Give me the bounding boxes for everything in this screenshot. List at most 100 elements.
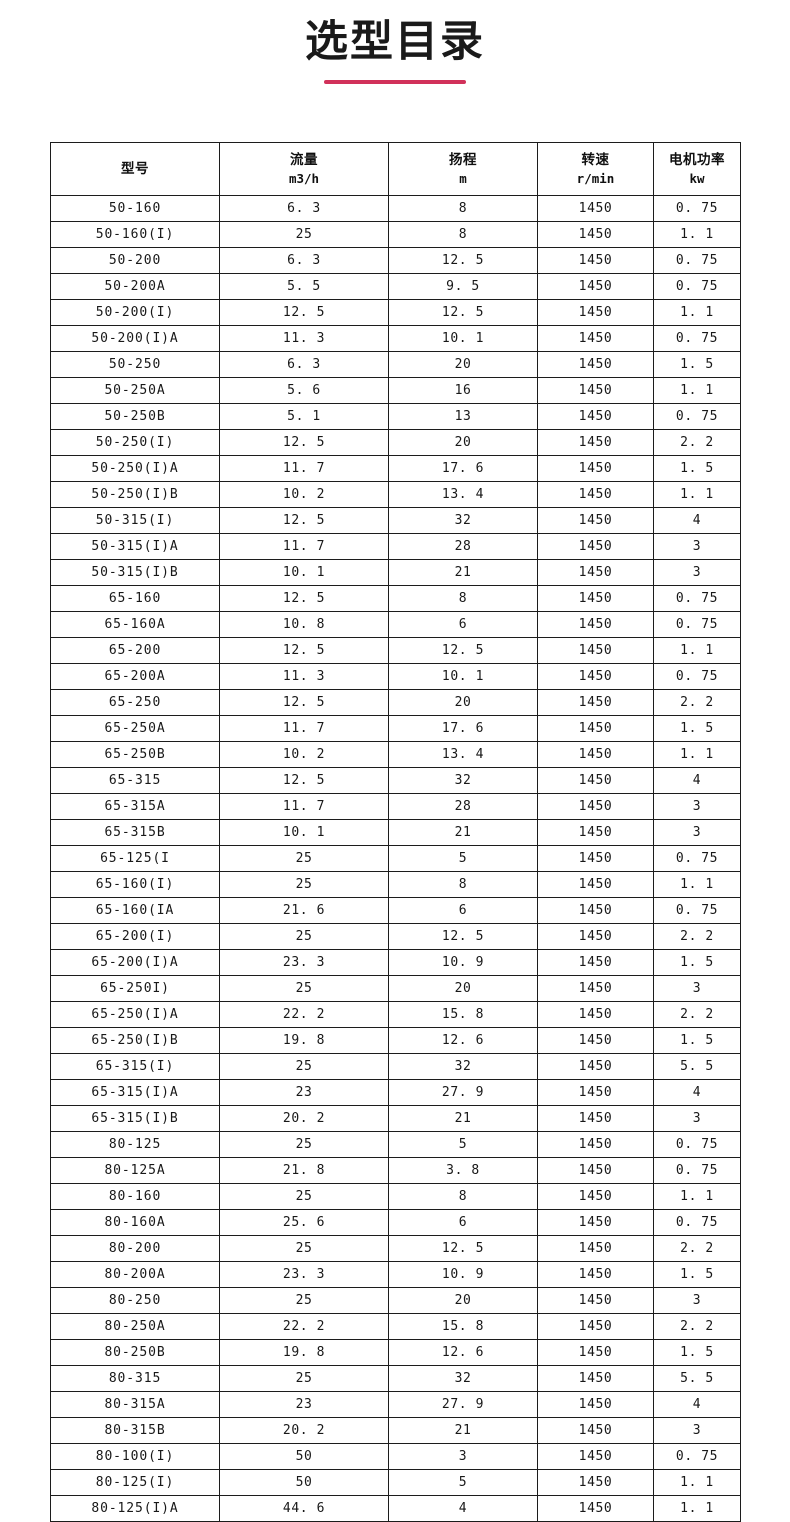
cell-flow: 21. 8 (219, 1157, 389, 1184)
cell-flow: 25 (219, 1053, 389, 1080)
cell-head: 5 (388, 1131, 538, 1158)
cell-power: 0. 75 (653, 897, 741, 924)
column-header-head-label: 扬程 (449, 151, 477, 168)
cell-power: 5. 5 (653, 1365, 741, 1392)
cell-head: 3. 8 (388, 1157, 538, 1184)
cell-head: 8 (388, 585, 538, 612)
cell-model: 50-315(I)A (50, 533, 220, 560)
cell-head: 20 (388, 429, 538, 456)
cell-speed: 1450 (537, 325, 654, 352)
cell-speed: 1450 (537, 1261, 654, 1288)
cell-speed: 1450 (537, 1053, 654, 1080)
cell-power: 3 (653, 533, 741, 560)
table-row: 50-250 6. 3 20 1450 1. 5 (50, 351, 741, 378)
table-row: 50-250A 5. 6 16 1450 1. 1 (50, 377, 741, 404)
table-row: 65-160A 10. 8 6 1450 0. 75 (50, 611, 741, 638)
cell-model: 65-315 (50, 767, 220, 794)
cell-power: 0. 75 (653, 403, 741, 430)
cell-speed: 1450 (537, 559, 654, 586)
cell-model: 80-125A (50, 1157, 220, 1184)
cell-model: 65-250(I)A (50, 1001, 220, 1028)
cell-speed: 1450 (537, 845, 654, 872)
cell-model: 50-250A (50, 377, 220, 404)
cell-flow: 25. 6 (219, 1209, 389, 1236)
cell-flow: 20. 2 (219, 1105, 389, 1132)
cell-model: 65-200(I) (50, 923, 220, 950)
cell-power: 2. 2 (653, 1313, 741, 1340)
cell-model: 80-250A (50, 1313, 220, 1340)
cell-speed: 1450 (537, 1339, 654, 1366)
cell-head: 10. 1 (388, 663, 538, 690)
cell-head: 12. 5 (388, 299, 538, 326)
cell-speed: 1450 (537, 1209, 654, 1236)
cell-speed: 1450 (537, 507, 654, 534)
column-header-model-label: 型号 (121, 160, 149, 177)
cell-model: 50-315(I)B (50, 559, 220, 586)
cell-model: 50-160(I) (50, 221, 220, 248)
cell-speed: 1450 (537, 1001, 654, 1028)
cell-flow: 23 (219, 1391, 389, 1418)
cell-head: 15. 8 (388, 1313, 538, 1340)
table-row: 50-315(I)A 11. 7 28 1450 3 (50, 533, 741, 560)
cell-head: 21 (388, 559, 538, 586)
cell-head: 21 (388, 1417, 538, 1444)
cell-model: 65-200 (50, 637, 220, 664)
cell-power: 0. 75 (653, 1131, 741, 1158)
table-row: 65-315A 11. 7 28 1450 3 (50, 793, 741, 820)
cell-speed: 1450 (537, 1235, 654, 1262)
cell-head: 21 (388, 819, 538, 846)
table-row: 65-250 12. 5 20 1450 2. 2 (50, 689, 741, 716)
cell-model: 50-250(I) (50, 429, 220, 456)
cell-flow: 19. 8 (219, 1027, 389, 1054)
cell-head: 12. 6 (388, 1027, 538, 1054)
table-row: 80-125A 21. 8 3. 8 1450 0. 75 (50, 1157, 741, 1184)
cell-flow: 44. 6 (219, 1495, 389, 1522)
cell-head: 32 (388, 1365, 538, 1392)
cell-head: 8 (388, 871, 538, 898)
table-row: 65-160 12. 5 8 1450 0. 75 (50, 585, 741, 612)
cell-flow: 10. 2 (219, 741, 389, 768)
cell-speed: 1450 (537, 1313, 654, 1340)
column-header-head-unit: m (459, 170, 467, 186)
cell-flow: 12. 5 (219, 689, 389, 716)
cell-flow: 6. 3 (219, 195, 389, 222)
cell-model: 50-200 (50, 247, 220, 274)
cell-speed: 1450 (537, 611, 654, 638)
table-row: 65-250A 11. 7 17. 6 1450 1. 5 (50, 715, 741, 742)
cell-flow: 5. 6 (219, 377, 389, 404)
cell-head: 3 (388, 1443, 538, 1470)
cell-head: 5 (388, 845, 538, 872)
cell-speed: 1450 (537, 429, 654, 456)
cell-speed: 1450 (537, 481, 654, 508)
cell-flow: 50 (219, 1443, 389, 1470)
cell-head: 20 (388, 1287, 538, 1314)
cell-model: 80-200 (50, 1235, 220, 1262)
cell-power: 1. 1 (653, 1183, 741, 1210)
cell-flow: 12. 5 (219, 299, 389, 326)
cell-power: 2. 2 (653, 689, 741, 716)
cell-power: 4 (653, 1079, 741, 1106)
cell-model: 65-200(I)A (50, 949, 220, 976)
cell-power: 1. 1 (653, 1469, 741, 1496)
cell-model: 65-160 (50, 585, 220, 612)
cell-head: 20 (388, 351, 538, 378)
cell-model: 50-250(I)A (50, 455, 220, 482)
table-row: 80-125(I)A 44. 6 4 1450 1. 1 (50, 1495, 741, 1522)
table-row: 65-250(I)A 22. 2 15. 8 1450 2. 2 (50, 1001, 741, 1028)
cell-flow: 10. 8 (219, 611, 389, 638)
cell-head: 21 (388, 1105, 538, 1132)
cell-power: 3 (653, 559, 741, 586)
cell-speed: 1450 (537, 741, 654, 768)
cell-flow: 25 (219, 1131, 389, 1158)
cell-model: 50-200(I) (50, 299, 220, 326)
cell-flow: 6. 3 (219, 247, 389, 274)
selection-spec-table: 型号 流量 m3/h 扬程 m 转速 r/min 电机功 (50, 142, 741, 1522)
cell-model: 65-315B (50, 819, 220, 846)
column-header-power-label: 电机功率 (669, 151, 725, 168)
cell-flow: 22. 2 (219, 1001, 389, 1028)
cell-flow: 25 (219, 975, 389, 1002)
cell-model: 65-160A (50, 611, 220, 638)
cell-power: 1. 5 (653, 1027, 741, 1054)
table-row: 80-200 25 12. 5 1450 2. 2 (50, 1235, 741, 1262)
cell-power: 4 (653, 507, 741, 534)
